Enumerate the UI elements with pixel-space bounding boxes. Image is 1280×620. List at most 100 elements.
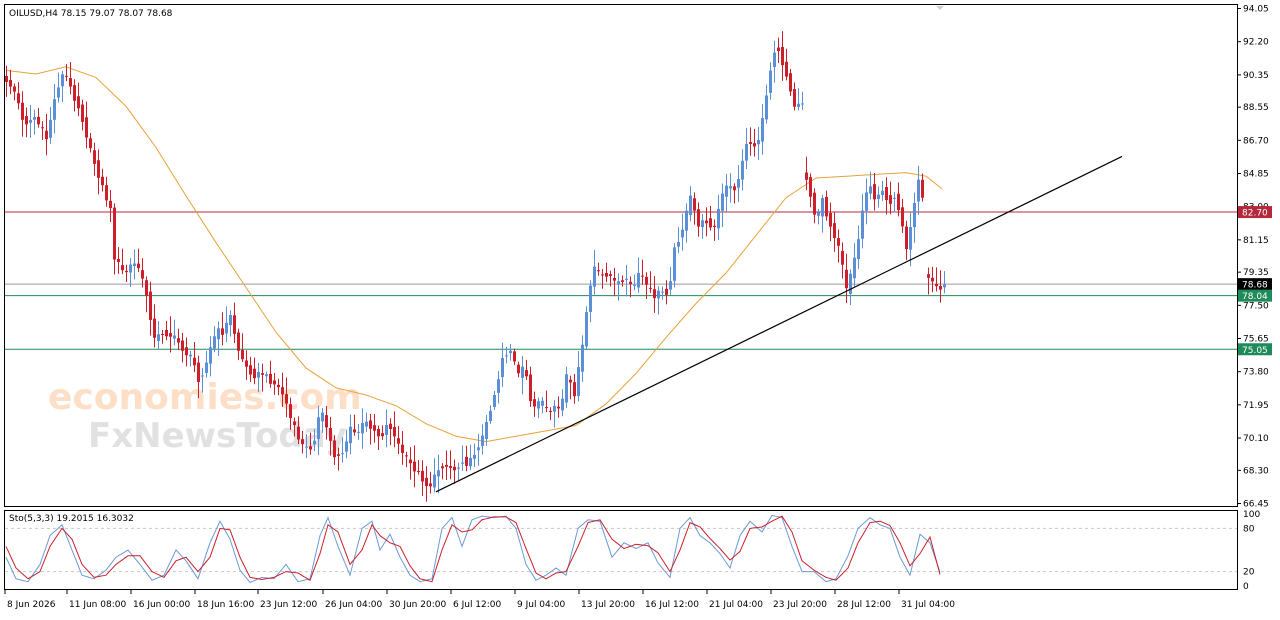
candle-body	[365, 421, 368, 427]
candle-body	[33, 117, 36, 120]
price-axis-label: 86.70	[1243, 136, 1269, 146]
price-axis-label: 71.95	[1243, 401, 1269, 411]
candle-body	[943, 284, 946, 288]
candle-body	[485, 422, 488, 439]
candle-body	[393, 427, 396, 437]
level-tag-text: 82.70	[1242, 209, 1268, 219]
candle-body	[293, 421, 296, 425]
candle-body	[125, 270, 128, 273]
candle-body	[357, 431, 360, 433]
candle-body	[101, 176, 104, 186]
candle-body	[113, 207, 116, 260]
price-axis-label: 94.05	[1243, 5, 1269, 15]
price-axis-label: 84.85	[1243, 170, 1269, 180]
candle-body	[189, 354, 192, 357]
candle-body	[141, 270, 144, 279]
candle-body	[165, 329, 168, 337]
candle-body	[149, 291, 152, 320]
candle-body	[601, 274, 604, 276]
candle-body	[649, 287, 652, 289]
candle-body	[145, 280, 148, 296]
price-axis-label: 92.20	[1243, 38, 1269, 48]
candle-body	[233, 315, 236, 334]
candle-body	[593, 266, 596, 287]
candle-body	[429, 483, 432, 487]
main-chart-frame	[4, 4, 1238, 507]
candle-body	[913, 203, 916, 228]
candle-body	[397, 438, 400, 444]
candle-body	[109, 200, 112, 209]
candle-body	[457, 467, 460, 469]
candle-body	[829, 212, 832, 227]
time-axis-label: 26 Jun 04:00	[325, 600, 382, 610]
candle-body	[281, 387, 284, 395]
candle-body	[153, 318, 156, 338]
candle-body	[341, 453, 344, 455]
candle-body	[573, 382, 576, 397]
candle-body	[553, 405, 556, 412]
time-axis-label: 31 Jul 04:00	[901, 600, 955, 610]
candle-body	[797, 103, 800, 107]
candle-body	[773, 52, 776, 67]
candle-body	[221, 328, 224, 335]
candle-body	[349, 426, 352, 444]
candle-body	[209, 347, 212, 364]
candle-body	[841, 250, 844, 265]
stochastic-label: Sto(5,3,3) 19.2015 16.3032	[9, 514, 134, 524]
candle-body	[469, 457, 472, 467]
candle-body	[549, 410, 552, 413]
candle-body	[29, 119, 32, 123]
candle-body	[205, 362, 208, 373]
stochastic-d-line	[5, 515, 941, 583]
candle-body	[441, 466, 444, 469]
candle-body	[77, 96, 80, 109]
candle-body	[345, 441, 348, 452]
candle-body	[337, 454, 340, 456]
time-axis-label: 13 Jul 20:00	[581, 600, 635, 610]
candle-body	[385, 425, 388, 435]
candle-body	[689, 195, 692, 216]
candle-body	[673, 247, 676, 281]
candle-body	[413, 461, 416, 472]
candle-body	[81, 104, 84, 122]
candle-body	[725, 185, 728, 197]
candle-body	[369, 420, 372, 429]
candle-body	[809, 177, 812, 197]
candle-body	[41, 127, 44, 129]
chart-shift-marker[interactable]	[936, 6, 944, 10]
symbol-info-label: OILUSD,H4 78.15 79.07 78.07 78.68	[9, 9, 173, 19]
candle-body	[697, 209, 700, 227]
candle-body	[657, 290, 660, 299]
price-axis-label: 66.45	[1243, 500, 1269, 510]
candle-body	[261, 373, 264, 375]
candle-body	[89, 138, 92, 149]
candle-body	[53, 99, 56, 120]
candle-body	[401, 444, 404, 453]
candle-body	[501, 357, 504, 377]
candle-body	[865, 192, 868, 211]
candle-body	[777, 47, 780, 52]
candle-body	[721, 193, 724, 211]
candle-body	[5, 75, 8, 82]
candle-body	[85, 117, 88, 138]
candle-body	[21, 102, 24, 120]
candle-body	[225, 322, 228, 334]
level-tag-text: 78.04	[1242, 292, 1268, 302]
candle-body	[417, 470, 420, 472]
candle-body	[885, 187, 888, 201]
candle-body	[273, 380, 276, 385]
candle-body	[17, 93, 20, 104]
candle-body	[217, 328, 220, 340]
stochastic-axis-label: 0	[1243, 582, 1249, 592]
candle-body	[121, 265, 124, 271]
candle-body	[597, 270, 600, 272]
candle-body	[569, 379, 572, 383]
candle-body	[461, 462, 464, 464]
candle-body	[105, 185, 108, 201]
time-axis-label: 9 Jul 04:00	[517, 600, 566, 610]
candle-body	[193, 357, 196, 366]
candle-body	[13, 86, 16, 92]
axis-layer: 94.0592.2090.3588.5586.7084.8583.0081.15…	[4, 5, 1272, 610]
